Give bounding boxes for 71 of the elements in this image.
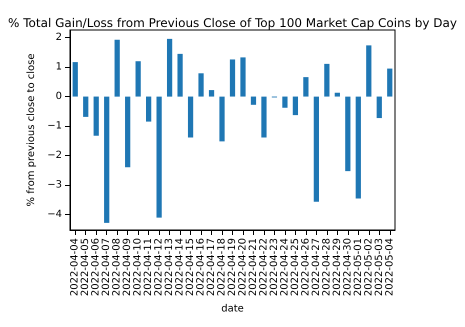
bar	[166, 38, 172, 97]
x-tick-label: 2022-04-10	[132, 238, 144, 296]
bar	[324, 64, 330, 97]
x-axis-title: date	[221, 304, 244, 314]
bar	[219, 96, 225, 142]
bar	[104, 96, 110, 223]
x-tick-label: 2022-04-22	[258, 238, 270, 296]
bar	[376, 96, 382, 118]
x-tick-label: 2022-04-09	[122, 238, 134, 296]
x-tick-label: 2022-04-15	[185, 238, 196, 296]
x-tick-label: 2022-04-14	[174, 238, 186, 296]
chart-title: % Total Gain/Loss from Previous Close of Top 100 Market Cap Coins by Day	[8, 16, 457, 30]
x-tick-label: 2022-04-16	[196, 238, 207, 296]
bar	[208, 90, 214, 97]
x-tick-label: 2022-05-01	[352, 238, 364, 296]
x-tick-label: 2022-04-27	[310, 238, 322, 296]
x-tick-label: 2022-04-11	[143, 238, 154, 296]
x-tick-label: 2022-05-03	[374, 238, 385, 296]
bar	[240, 57, 246, 97]
x-tick-label: 2022-04-05	[80, 238, 92, 296]
y-tick-label: 1	[56, 62, 62, 73]
bar	[356, 96, 361, 198]
x-tick-label: 2022-04-18	[216, 238, 228, 296]
bar	[188, 96, 194, 138]
bar	[292, 96, 298, 116]
x-tick-label: 2022-04-21	[248, 238, 259, 296]
x-tick-label: 2022-04-06	[90, 238, 102, 296]
x-tick-label: 2022-04-08	[112, 238, 123, 296]
bar	[83, 96, 88, 117]
x-tick-label: 2022-04-07	[101, 238, 112, 296]
bar	[261, 96, 267, 138]
bar	[314, 96, 319, 202]
bar	[72, 62, 78, 97]
bar	[146, 96, 152, 122]
bar	[230, 59, 236, 97]
x-tick-label: 2022-04-29	[332, 238, 343, 296]
x-tick-label: 2022-04-13	[164, 238, 176, 296]
x-tick-label: 2022-04-17	[206, 238, 218, 296]
bar	[334, 92, 340, 97]
y-tick-label: 0	[56, 91, 62, 102]
y-tick-label: −3	[47, 179, 62, 190]
bar	[250, 96, 256, 105]
bar	[387, 68, 392, 97]
y-axis-title: % from previous close to close	[26, 54, 37, 206]
bar	[125, 96, 130, 168]
y-tick-label: −2	[47, 150, 62, 161]
bar	[177, 54, 183, 97]
x-tick-label: 2022-04-19	[227, 238, 238, 296]
bar	[94, 96, 99, 136]
bar	[282, 96, 288, 108]
x-tick-label: 2022-04-28	[321, 238, 332, 296]
x-tick-label: 2022-04-23	[268, 238, 280, 296]
x-tick-label: 2022-04-20	[237, 238, 248, 296]
bar	[303, 77, 309, 97]
x-tick-label: 2022-05-02	[363, 238, 374, 296]
x-tick-label: 2022-04-24	[279, 238, 290, 296]
y-tick-label: −1	[47, 120, 62, 132]
bar	[114, 40, 120, 97]
bar	[345, 96, 350, 172]
bar	[136, 61, 141, 97]
bar	[366, 45, 372, 97]
x-tick-label: 2022-04-30	[342, 238, 354, 296]
y-tick-label: 2	[56, 32, 62, 44]
x-tick-label: 2022-05-04	[384, 238, 396, 296]
bar	[198, 73, 204, 97]
x-tick-label: 2022-04-25	[290, 238, 301, 296]
bar	[156, 96, 162, 218]
x-tick-label: 2022-04-12	[154, 238, 165, 296]
y-tick-label: −4	[47, 208, 62, 220]
x-tick-label: 2022-04-26	[300, 238, 312, 296]
x-tick-label: 2022-04-04	[70, 238, 81, 296]
